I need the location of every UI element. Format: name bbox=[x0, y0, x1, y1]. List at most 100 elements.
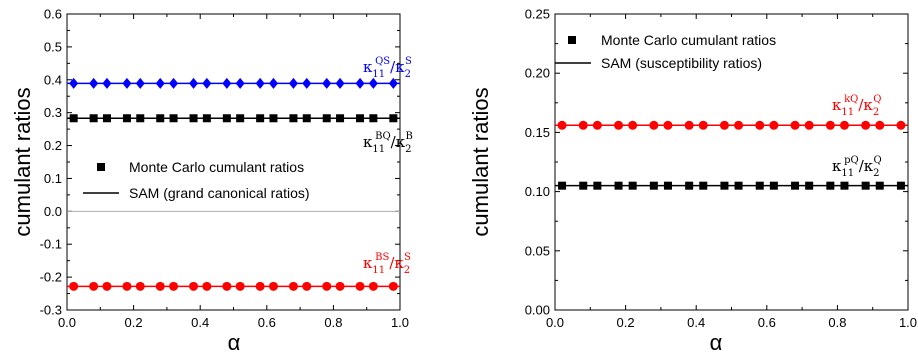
left-series-1-point bbox=[189, 114, 198, 123]
left-series-2-point bbox=[135, 281, 145, 291]
left-series-1-point bbox=[269, 114, 278, 123]
left-series-0-point bbox=[368, 77, 378, 89]
right-y-tick-label: 0.00 bbox=[525, 303, 550, 318]
left-series-1-point bbox=[69, 114, 78, 123]
right-series-1-point bbox=[663, 181, 672, 190]
right-series-1-point bbox=[805, 181, 814, 190]
left-x-tick-label: 0.4 bbox=[191, 315, 209, 330]
left-ticks: 0.0 0.2 0.4 0.6 0.8 1.0 -0.3 -0.2 -0.1 0.0 0.1 0.2 0… bbox=[40, 7, 409, 331]
left-series-1-point bbox=[222, 114, 231, 123]
right-series-1-point bbox=[685, 181, 694, 190]
left-x-axis-label: α bbox=[228, 330, 241, 355]
left-series-0-point bbox=[388, 77, 398, 89]
left-legend: Monte Carlo cumulant ratios SAM (grand c… bbox=[83, 159, 310, 201]
left-series-1-point bbox=[389, 114, 398, 123]
right-series-1-point bbox=[734, 181, 743, 190]
left-y-tick-label: 0.4 bbox=[44, 72, 62, 87]
left-series-2-point bbox=[322, 281, 332, 291]
right-legend-line-label: SAM (susceptibility ratios) bbox=[601, 55, 762, 71]
left-series-2-point bbox=[388, 281, 398, 291]
left-x-tick-label: 0.6 bbox=[258, 315, 276, 330]
left-series-2-point bbox=[169, 281, 179, 291]
left-series-1-point bbox=[356, 114, 365, 123]
left-series-1-point bbox=[289, 114, 298, 123]
right-x-axis-label: α bbox=[710, 330, 723, 355]
left-y-tick-label: 0.6 bbox=[44, 7, 62, 22]
right-series-1-point bbox=[861, 181, 870, 190]
right-series-0-point bbox=[896, 120, 906, 130]
right-panel: 0.0 0.2 0.4 0.6 0.8 1.0 0.00 0.05 0.10 0.15 0.20 0.… bbox=[468, 7, 917, 356]
left-series-2-point bbox=[355, 281, 365, 291]
right-series-1-point bbox=[755, 181, 764, 190]
left-panel: 0.0 0.2 0.4 0.6 0.8 1.0 -0.3 -0.2 -0.1 0.0 0.1 0.2 0… bbox=[10, 7, 413, 356]
left-series-1-point bbox=[336, 114, 345, 123]
right-annotation-pq: κ11pQ/κ2Q bbox=[832, 155, 882, 179]
right-y-tick-label: 0.10 bbox=[525, 184, 550, 199]
left-series-2-point bbox=[288, 281, 298, 291]
left-y-axis-label: cumulant ratios bbox=[10, 87, 35, 236]
left-legend-marker-symbol bbox=[97, 163, 105, 171]
right-series-0-point bbox=[698, 120, 708, 130]
left-series-1-point bbox=[89, 114, 98, 123]
left-series-0-point bbox=[189, 77, 199, 89]
right-series-0-point bbox=[769, 120, 779, 130]
right-series-0-point bbox=[614, 120, 624, 130]
left-y-tick-label: 0.1 bbox=[44, 171, 62, 186]
left-series-0-point bbox=[135, 77, 145, 89]
right-series-1-point bbox=[791, 181, 800, 190]
right-series-0-point bbox=[663, 120, 673, 130]
left-series-2-point bbox=[69, 281, 79, 291]
left-x-tick-label: 1.0 bbox=[391, 315, 409, 330]
left-series-0-point bbox=[169, 77, 179, 89]
right-y-tick-label: 0.05 bbox=[525, 243, 550, 258]
right-series bbox=[555, 120, 908, 190]
left-y-tick-label: 0.0 bbox=[44, 204, 62, 219]
right-series-0-point bbox=[719, 120, 729, 130]
left-series-1-point bbox=[136, 114, 145, 123]
left-series-2-point bbox=[335, 281, 345, 291]
left-series-1-point bbox=[236, 114, 245, 123]
right-legend-marker-symbol bbox=[568, 36, 576, 44]
right-series-1-point bbox=[826, 181, 835, 190]
left-series-0-point bbox=[222, 77, 232, 89]
left-y-tick-label: 0.3 bbox=[44, 105, 62, 120]
left-series-0-point bbox=[255, 77, 265, 89]
left-legend-line-label: SAM (grand canonical ratios) bbox=[129, 185, 310, 201]
right-y-tick-label: 0.15 bbox=[525, 125, 550, 140]
left-series-2-point bbox=[202, 281, 212, 291]
right-series-1-point bbox=[875, 181, 884, 190]
left-series-1-point bbox=[102, 114, 111, 123]
right-series-1-point bbox=[628, 181, 637, 190]
left-y-tick-label: 0.5 bbox=[44, 39, 62, 54]
right-series-0-point bbox=[557, 120, 567, 130]
left-series-2-point bbox=[122, 281, 132, 291]
right-series-1-point bbox=[840, 181, 849, 190]
left-series-1-point bbox=[322, 114, 331, 123]
left-series-2-point bbox=[189, 281, 199, 291]
left-y-tick-label: 0.2 bbox=[44, 138, 62, 153]
left-series-0-point bbox=[202, 77, 212, 89]
left-annotation-bq: κ11BQ/κ2B bbox=[363, 131, 413, 155]
right-series-0-point bbox=[861, 120, 871, 130]
right-series-1-point bbox=[720, 181, 729, 190]
right-series-1-point bbox=[558, 181, 567, 190]
right-series-0-point bbox=[804, 120, 814, 130]
left-series-1-point bbox=[369, 114, 378, 123]
left-x-tick-label: 0.2 bbox=[125, 315, 143, 330]
left-series-2-point bbox=[102, 281, 112, 291]
right-series-0-point bbox=[755, 120, 765, 130]
right-series-0-point bbox=[649, 120, 659, 130]
left-legend-marker-label: Monte Carlo cumulant ratios bbox=[129, 159, 304, 175]
left-series-1-point bbox=[302, 114, 311, 123]
left-x-tick-label: 0.0 bbox=[58, 315, 76, 330]
left-series-0-point bbox=[69, 77, 79, 89]
right-x-tick-label: 0.6 bbox=[758, 315, 776, 330]
right-series-0-point bbox=[790, 120, 800, 130]
left-series-2-point bbox=[302, 281, 312, 291]
right-series-0-point bbox=[734, 120, 744, 130]
left-series-0-point bbox=[268, 77, 278, 89]
right-series-1-point bbox=[896, 181, 905, 190]
left-series-0-point bbox=[288, 77, 298, 89]
right-annotation-kq: κ11kQ/κ2Q bbox=[832, 94, 881, 118]
